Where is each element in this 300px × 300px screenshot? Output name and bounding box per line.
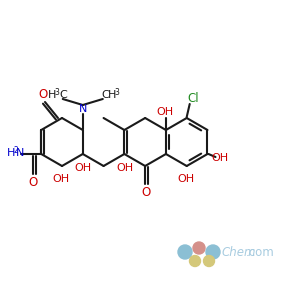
Text: H: H	[108, 90, 116, 100]
Text: OH: OH	[156, 107, 173, 117]
Text: Chem: Chem	[221, 245, 256, 259]
Text: OH: OH	[52, 174, 70, 184]
Text: 2: 2	[14, 146, 19, 155]
Text: C: C	[101, 90, 109, 100]
Text: O: O	[28, 176, 38, 188]
Circle shape	[178, 245, 192, 259]
Text: Cl: Cl	[187, 92, 199, 104]
Text: H: H	[48, 90, 56, 100]
Text: H: H	[7, 148, 15, 158]
Circle shape	[203, 256, 214, 266]
Text: 3: 3	[54, 88, 59, 97]
Text: OH: OH	[117, 163, 134, 173]
Circle shape	[206, 245, 220, 259]
Text: .com: .com	[246, 245, 275, 259]
Text: OH: OH	[211, 153, 228, 163]
Text: OH: OH	[74, 163, 91, 173]
Text: C: C	[59, 90, 67, 100]
Circle shape	[193, 242, 205, 254]
Text: N: N	[16, 148, 24, 158]
Text: N: N	[79, 104, 87, 114]
Text: O: O	[142, 185, 151, 199]
Circle shape	[190, 256, 200, 266]
Text: 3: 3	[114, 88, 119, 97]
Text: OH: OH	[177, 174, 194, 184]
Text: O: O	[38, 88, 48, 101]
